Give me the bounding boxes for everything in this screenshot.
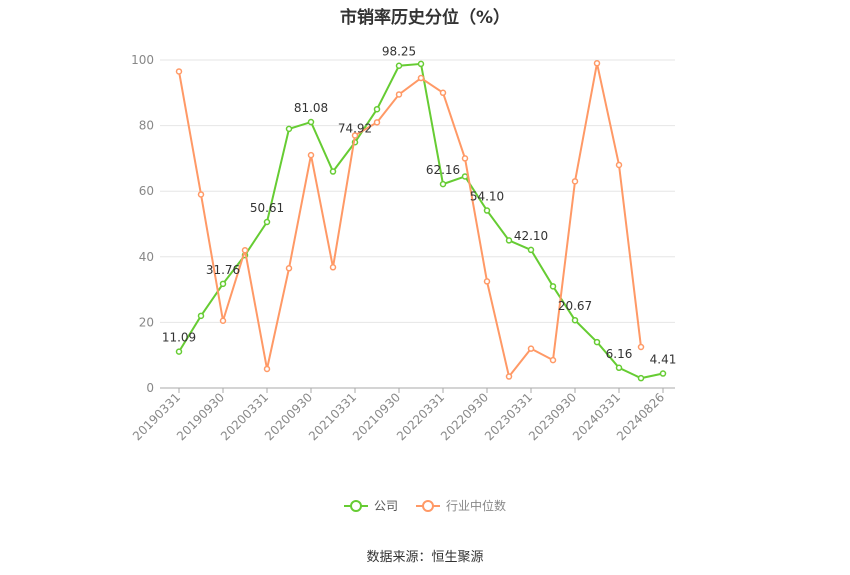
data-label: 54.10 bbox=[470, 190, 504, 204]
data-point-1 bbox=[219, 317, 227, 325]
series-line-0 bbox=[178, 62, 664, 380]
data-point-0 bbox=[615, 364, 623, 372]
data-label: 4.41 bbox=[650, 353, 677, 367]
data-point-0 bbox=[373, 105, 381, 113]
data-point-0 bbox=[219, 280, 227, 288]
data-point-0 bbox=[505, 237, 513, 244]
legend-item-company[interactable]: 公司 bbox=[343, 497, 398, 514]
data-label: 42.10 bbox=[514, 229, 548, 243]
y-tick-label: 60 bbox=[139, 184, 154, 198]
data-point-0 bbox=[285, 125, 293, 133]
y-tick-label: 100 bbox=[131, 53, 154, 67]
data-point-1 bbox=[637, 343, 645, 351]
data-label: 50.61 bbox=[250, 201, 284, 215]
y-tick-label: 80 bbox=[139, 119, 154, 133]
legend: 公司 行业中位数 bbox=[0, 497, 850, 514]
data-point-1 bbox=[307, 151, 315, 159]
data-point-0 bbox=[549, 283, 557, 290]
data-point-1 bbox=[329, 264, 337, 271]
data-point-1 bbox=[351, 132, 359, 139]
data-label: 81.08 bbox=[294, 101, 328, 115]
legend-item-industry[interactable]: 行业中位数 bbox=[416, 497, 506, 514]
y-tick-label: 40 bbox=[139, 250, 154, 264]
legend-industry-label: 行业中位数 bbox=[446, 499, 507, 513]
data-label: 11.09 bbox=[162, 331, 196, 345]
legend-industry-line-icon bbox=[416, 499, 440, 513]
axes: 0204060801002019033120190930202003312020… bbox=[130, 53, 675, 443]
data-label: 6.16 bbox=[606, 347, 633, 361]
data-point-0 bbox=[637, 374, 645, 382]
data-point-0 bbox=[263, 218, 271, 226]
chart-title: 市销率历史分位（%） bbox=[339, 8, 511, 28]
data-point-0 bbox=[329, 168, 337, 175]
data-point-0 bbox=[483, 207, 491, 214]
data-point-1 bbox=[527, 345, 535, 352]
data-label: 31.76 bbox=[206, 263, 240, 277]
y-tick-label: 0 bbox=[146, 381, 154, 395]
data-label: 74.92 bbox=[338, 121, 372, 135]
data-point-0 bbox=[527, 246, 535, 254]
data-point-0 bbox=[197, 312, 205, 320]
data-point-1 bbox=[285, 265, 293, 272]
data-point-1 bbox=[439, 89, 447, 97]
gridlines bbox=[160, 59, 675, 323]
data-point-0 bbox=[417, 60, 425, 68]
data-source: 数据来源：恒生聚源 bbox=[366, 550, 484, 565]
data-point-1 bbox=[593, 60, 601, 67]
data-point-0 bbox=[307, 118, 315, 126]
data-point-0 bbox=[395, 62, 403, 69]
data-point-1 bbox=[241, 246, 249, 254]
x-tick-label: 20240826 bbox=[614, 390, 667, 443]
legend-company-line-icon bbox=[343, 499, 368, 513]
data-point-0 bbox=[571, 316, 579, 324]
data-point-0 bbox=[439, 180, 447, 188]
data-label: 62.16 bbox=[426, 163, 460, 177]
data-point-1 bbox=[483, 278, 491, 285]
data-point-0 bbox=[461, 173, 469, 180]
series-lines bbox=[175, 60, 667, 382]
data-point-0 bbox=[593, 338, 601, 346]
data-point-1 bbox=[571, 178, 579, 185]
data-labels: 11.09 31.76 50.61 81.08 74.92 98.25 62.16 54.10… bbox=[162, 45, 677, 367]
data-point-1 bbox=[373, 119, 381, 126]
series-line-1 bbox=[178, 63, 642, 379]
data-point-1 bbox=[263, 365, 271, 373]
data-label: 20.67 bbox=[558, 299, 592, 313]
data-point-1 bbox=[505, 373, 513, 380]
data-point-1 bbox=[615, 161, 623, 169]
data-point-0 bbox=[659, 370, 667, 377]
data-point-1 bbox=[395, 91, 403, 98]
y-tick-label: 20 bbox=[139, 315, 154, 329]
data-point-1 bbox=[549, 356, 557, 364]
data-label: 98.25 bbox=[382, 45, 416, 59]
data-point-1 bbox=[417, 74, 425, 82]
legend-company-label: 公司 bbox=[373, 499, 398, 513]
data-point-1 bbox=[175, 68, 183, 75]
data-point-0 bbox=[175, 348, 183, 355]
data-point-1 bbox=[461, 155, 469, 162]
data-point-1 bbox=[197, 191, 205, 198]
